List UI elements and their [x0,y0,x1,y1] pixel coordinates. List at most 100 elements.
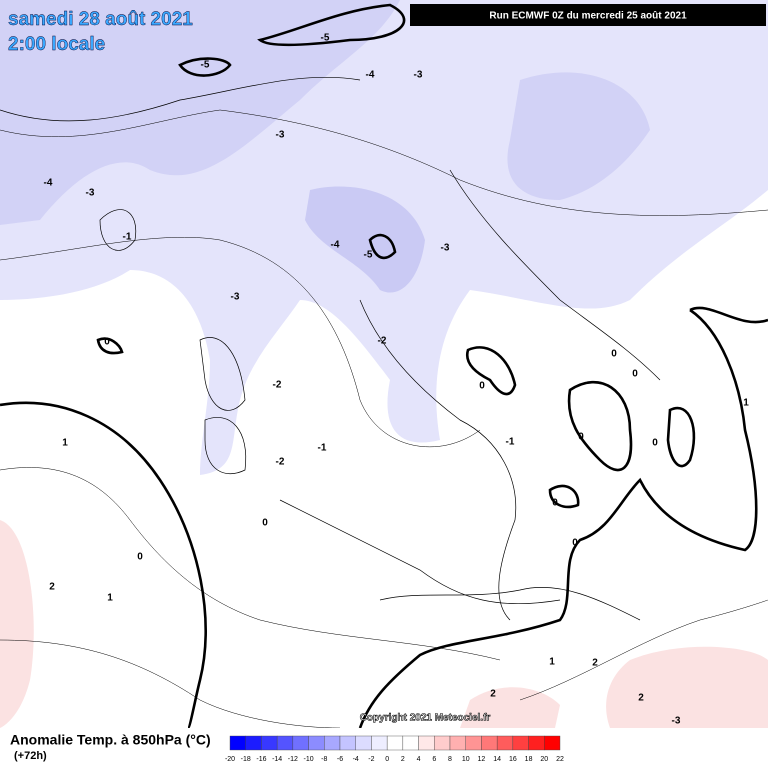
scale-swatch [418,735,435,751]
scale-label: 2 [401,756,405,763]
contour-label: -5 [201,60,210,71]
scale-label: -2 [368,756,374,763]
scale-label: 6 [432,756,436,763]
scale-label: -12 [288,756,298,763]
warm-region [0,520,34,728]
scale-swatch [544,735,561,751]
scale-swatch [339,735,356,751]
scale-label: 10 [462,756,470,763]
contour-label: -2 [273,380,282,391]
isotherms [0,109,768,729]
contour-label: 0 [137,552,143,563]
cold-core [305,186,425,293]
scale-label: -20 [225,756,235,763]
scale-label: 4 [417,756,421,763]
scale-label: -6 [337,756,343,763]
scale-label: -4 [353,756,359,763]
contour-label: 0 [578,432,584,443]
scale-swatch [528,735,545,751]
contour-label: 2 [592,658,598,669]
scale-label: 14 [493,756,501,763]
contour-label: -3 [672,716,681,727]
footer-title: Anomalie Temp. à 850hPa (°C) [10,732,211,748]
cold-core [507,72,650,200]
contour-label: 0 [104,337,110,348]
scale-label: 22 [556,756,564,763]
scale-swatch [481,735,498,751]
scale-swatch [434,735,451,751]
scale-swatch [496,735,514,751]
scale-swatch [512,735,529,751]
contour-label: -3 [441,243,450,254]
contour-label: 1 [107,593,113,604]
contour-label: -5 [364,250,373,261]
run-label: Run ECMWF 0Z du mercredi 25 août 2021 [489,11,687,22]
contour-label: -4 [331,240,340,251]
scale-swatch [324,735,341,751]
scale-swatch [386,735,404,751]
scale-label: -18 [241,756,251,763]
contour-label: -1 [506,437,515,448]
coastlines [0,76,661,621]
contour-label: 0 [632,369,638,380]
scale-label: 12 [478,756,486,763]
warm-region [606,646,768,728]
contour-label: -4 [44,178,53,189]
contour-label: -2 [378,336,387,347]
scale-swatch [245,735,262,751]
contour-label: -5 [321,33,330,44]
contour-label: -4 [366,70,375,81]
contour-label: -1 [123,232,132,243]
contour-label: 0 [552,498,558,509]
scale-swatch [465,735,482,751]
scale-swatch [371,735,388,751]
scale-label: 8 [448,756,452,763]
scale-swatch [229,735,246,751]
scale-swatch [276,735,294,751]
scale-label: 0 [385,756,389,763]
scale-label: -14 [272,756,282,763]
contour-label: -2 [276,457,285,468]
footer-lead: (+72h) [14,750,47,762]
scale-swatch [355,735,372,751]
contour-label: 1 [743,398,749,409]
contour-label: 1 [549,657,555,668]
contour-label: 1 [62,438,68,449]
contour-label: 0 [262,518,268,529]
warm-region [460,687,560,728]
contour-label: -3 [86,188,95,199]
contour-label: -1 [318,443,327,454]
scale-swatch [292,735,309,751]
contour-label: 2 [49,582,55,593]
scale-label: 20 [540,756,548,763]
contour-label: 0 [479,381,485,392]
scale-swatch [261,735,278,751]
time-label: 2:00 locale [8,34,105,55]
scale-swatch [308,735,325,751]
scale-label: 18 [525,756,533,763]
copyright: Copyright 2021 Meteociel.fr [360,713,491,724]
cold-core [0,0,400,225]
contour-label: 0 [611,349,617,360]
zero-isotherms [0,306,768,730]
scale-label: -10 [304,756,314,763]
run-banner [410,4,766,26]
scale-label: 16 [509,756,517,763]
date-label: samedi 28 août 2021 [8,9,193,30]
contour-label: 0 [572,538,578,549]
scale-label: -8 [321,756,327,763]
cold-isotherms [178,3,406,260]
contour-label: 2 [490,689,496,700]
contour-label: -3 [231,292,240,303]
color-scale: -20 -18 -16 -14 -12 -10 -8 -6 -4 -2 0 2 4 6 8 10 12 14 16 1… [225,735,564,763]
scale-swatch [449,735,466,751]
scale-swatch [402,735,419,751]
contour-label: 0 [652,438,658,449]
contour-label: 2 [638,693,644,704]
contour-label: -3 [276,130,285,141]
contour-label: -3 [414,70,423,81]
contour-labels: -5 -5 -5 -3 -3 -3 -3 -3 -4 -4 -4 -1 -1 -1 -2 -2 -2 0 0 0 0 0 0… [44,33,750,727]
scale-label: -16 [256,756,266,763]
